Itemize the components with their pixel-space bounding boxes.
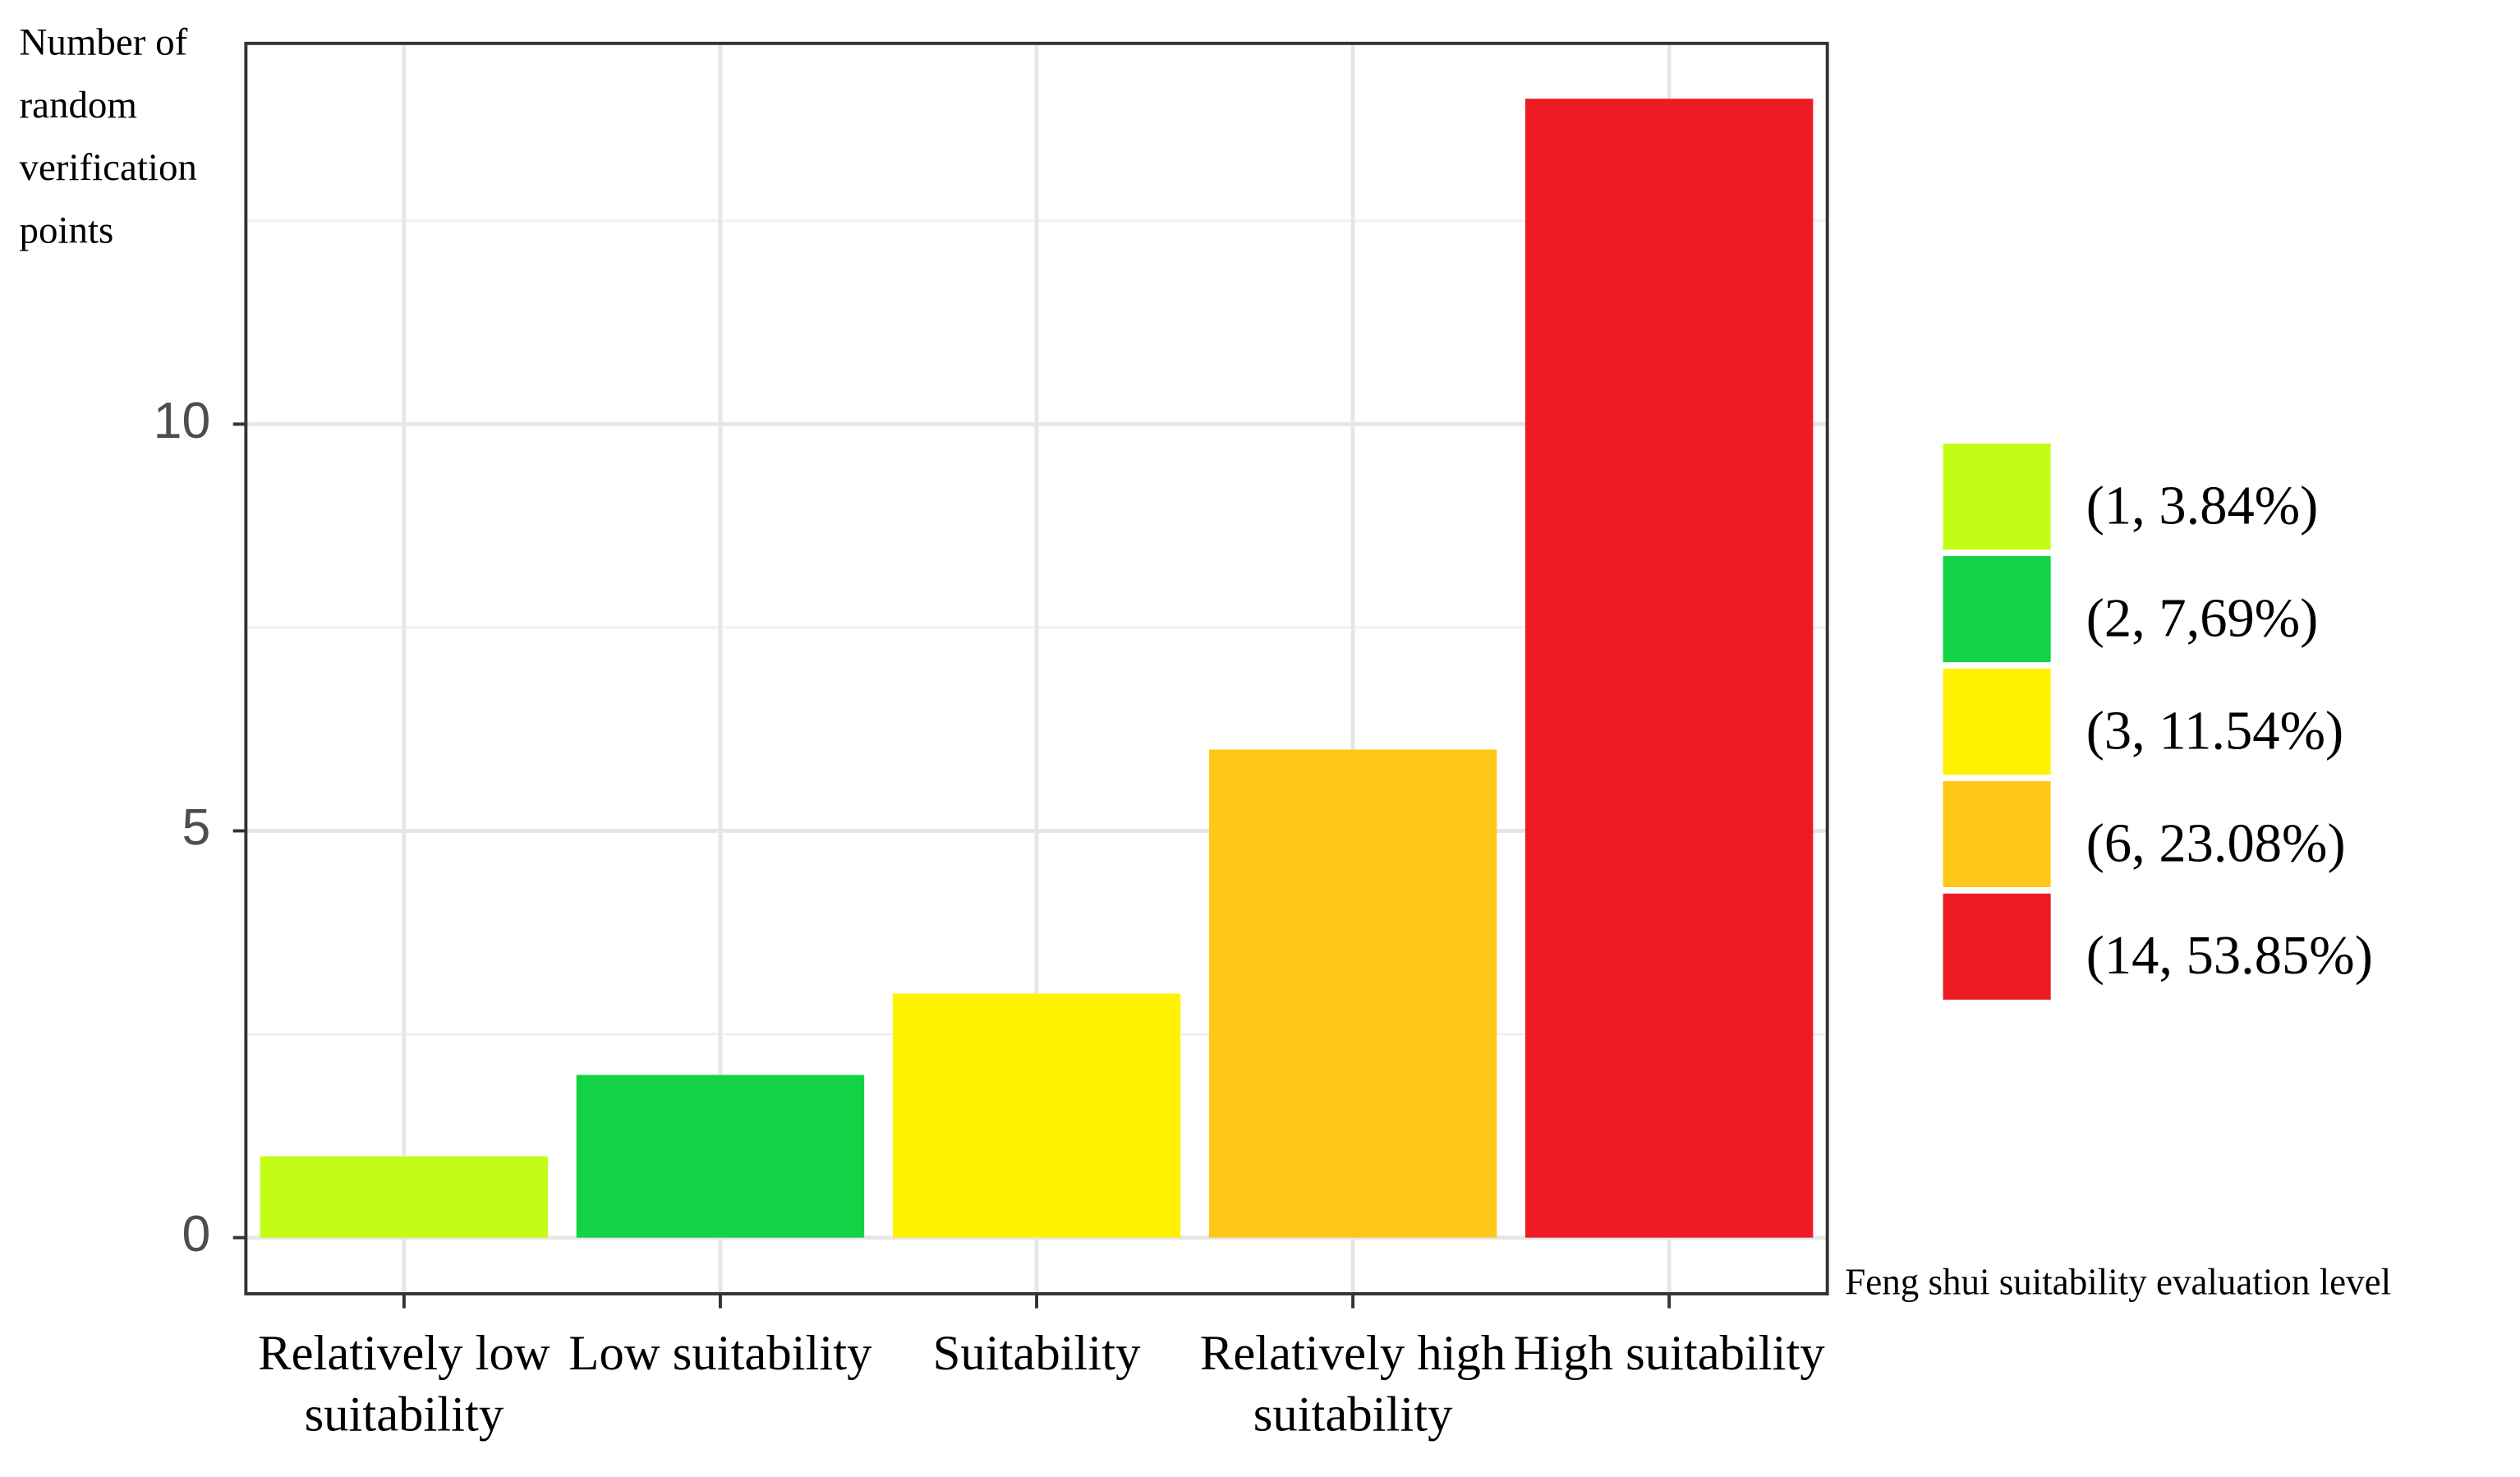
bar bbox=[1524, 99, 1814, 1238]
x-tick-label-box: Relatively high suitability bbox=[1199, 1324, 1506, 1442]
y-tick-label: 5 bbox=[182, 798, 211, 856]
bar bbox=[1208, 749, 1497, 1238]
x-tick-label: High suitability bbox=[1513, 1324, 1825, 1381]
legend-label: (1, 3.84%) bbox=[2086, 476, 2319, 536]
x-tick-label-box: Suitability bbox=[932, 1324, 1141, 1381]
legend-swatch bbox=[1943, 893, 2051, 1000]
bar bbox=[260, 1156, 549, 1238]
legend-swatch bbox=[1943, 780, 2051, 887]
bar bbox=[576, 1074, 865, 1238]
legend-swatch bbox=[1943, 443, 2051, 550]
legend-label: (14, 53.85%) bbox=[2086, 926, 2373, 986]
y-tick-label: 10 bbox=[154, 392, 211, 449]
legend-label: (2, 7,69%) bbox=[2086, 588, 2319, 648]
x-tick-label-box: Relatively low suitability bbox=[258, 1324, 550, 1442]
legend-swatch bbox=[1943, 555, 2051, 663]
legend-label: (3, 11.54%) bbox=[2086, 701, 2343, 761]
x-tick-label: Relatively low suitability bbox=[258, 1324, 550, 1442]
legend-swatch bbox=[1943, 668, 2051, 775]
plot-frame bbox=[244, 41, 1829, 1295]
x-tick-label: Relatively high suitability bbox=[1199, 1324, 1506, 1442]
x-axis-title: Feng shui suitability evaluation level bbox=[1845, 1262, 2391, 1303]
y-axis-title: Number of random verification points bbox=[19, 22, 197, 253]
x-tick-label: Suitability bbox=[932, 1324, 1141, 1381]
y-axis-title-box: Number of random verification points bbox=[19, 22, 197, 253]
legend-label: (6, 23.08%) bbox=[2086, 813, 2346, 873]
x-tick-label-box: Low suitability bbox=[568, 1324, 872, 1381]
x-tick-label: Low suitability bbox=[568, 1324, 872, 1381]
bar bbox=[892, 993, 1181, 1238]
y-tick-label: 0 bbox=[182, 1205, 211, 1263]
x-tick-label-box: High suitability bbox=[1513, 1324, 1825, 1381]
